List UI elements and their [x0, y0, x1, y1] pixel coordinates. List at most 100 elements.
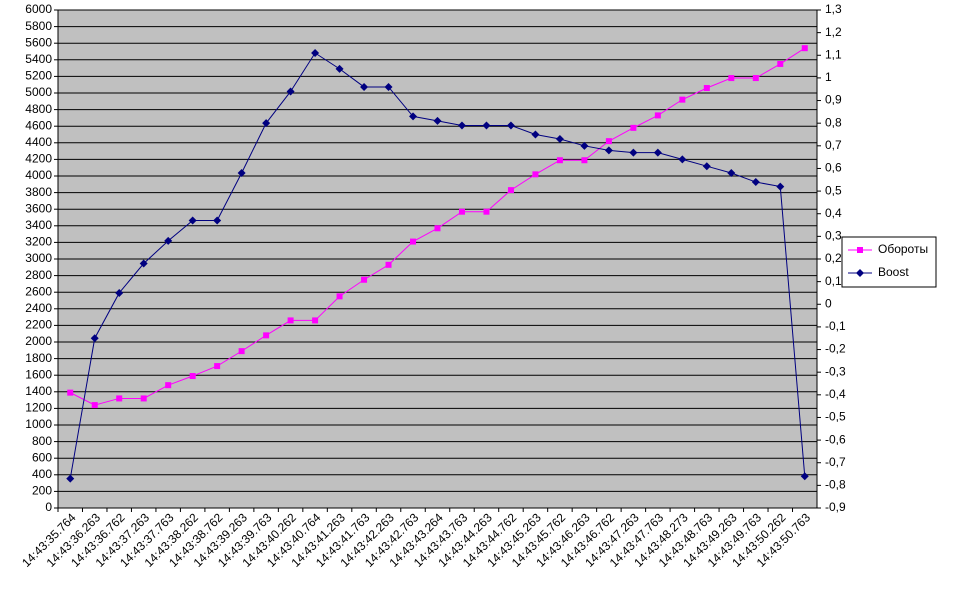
y2-tick-label: -0,7	[825, 455, 846, 469]
y-tick-label: 3000	[25, 251, 52, 265]
marker	[188, 216, 197, 225]
marker	[580, 141, 589, 150]
marker	[189, 373, 196, 380]
marker	[116, 395, 123, 402]
marker	[727, 168, 736, 177]
y-tick-label: 2200	[25, 318, 52, 332]
y-tick-label: 0	[45, 500, 52, 514]
marker	[262, 119, 271, 128]
y-tick-label: 5800	[25, 19, 52, 33]
y2-tick-label: 1,3	[825, 2, 842, 16]
y2-tick-label: 1,2	[825, 25, 842, 39]
y-tick-label: 1600	[25, 367, 52, 381]
y2-tick-label: -0,2	[825, 342, 846, 356]
y2-tick-label: -0,3	[825, 364, 846, 378]
marker	[629, 148, 638, 157]
marker	[91, 402, 98, 409]
y2-tick-label: 0,6	[825, 161, 842, 175]
y-tick-label: 5200	[25, 69, 52, 83]
y2-tick-label: -0,4	[825, 387, 846, 401]
y-tick-label: 4400	[25, 135, 52, 149]
y-tick-label: 2800	[25, 268, 52, 282]
marker	[679, 96, 686, 103]
marker	[140, 395, 147, 402]
marker	[555, 135, 564, 144]
marker	[532, 171, 539, 178]
y-tick-label: 800	[32, 434, 52, 448]
y-tick-label: 1800	[25, 351, 52, 365]
marker	[556, 157, 563, 164]
marker	[653, 148, 662, 157]
marker	[360, 82, 369, 91]
marker	[581, 157, 588, 164]
marker	[286, 87, 295, 96]
legend-box	[841, 236, 937, 288]
y-tick-label: 2400	[25, 301, 52, 315]
y-tick-label: 200	[32, 484, 52, 498]
y2-tick-label: 0,1	[825, 274, 842, 288]
legend-marker	[856, 269, 864, 277]
y-tick-label: 1000	[25, 417, 52, 431]
y2-tick-label: 0,4	[825, 206, 842, 220]
legend-label: Обороты	[878, 242, 928, 256]
y-tick-label: 3400	[25, 218, 52, 232]
y-tick-label: 2000	[25, 334, 52, 348]
marker	[604, 146, 613, 155]
y2-tick-label: -0,6	[825, 432, 846, 446]
marker	[800, 472, 809, 481]
marker	[90, 334, 99, 343]
y2-tick-label: -0,8	[825, 478, 846, 492]
y2-tick-label: 1,1	[825, 47, 842, 61]
marker	[238, 348, 245, 355]
y2-tick-label: 0,3	[825, 229, 842, 243]
y-tick-label: 4800	[25, 102, 52, 116]
marker	[336, 293, 343, 300]
y-tick-label: 4200	[25, 152, 52, 166]
marker	[67, 389, 74, 396]
y2-tick-label: 0,8	[825, 115, 842, 129]
marker	[213, 216, 222, 225]
y-tick-label: 3600	[25, 201, 52, 215]
legend-marker	[857, 247, 863, 253]
marker	[410, 238, 417, 245]
marker	[605, 138, 612, 145]
legend-label: Boost	[878, 265, 909, 279]
marker	[66, 474, 75, 483]
y-tick-label: 6000	[25, 2, 52, 16]
y2-tick-label: 0,2	[825, 251, 842, 265]
marker	[678, 155, 687, 164]
y2-tick-label: -0,1	[825, 319, 846, 333]
marker	[263, 332, 270, 339]
y-tick-label: 1400	[25, 384, 52, 398]
y-tick-label: 400	[32, 467, 52, 481]
y-tick-label: 1200	[25, 401, 52, 415]
marker	[139, 259, 148, 268]
marker	[312, 317, 319, 324]
y-tick-label: 4600	[25, 118, 52, 132]
marker	[531, 130, 540, 139]
marker	[385, 261, 392, 268]
marker	[702, 162, 711, 171]
y-tick-label: 4000	[25, 168, 52, 182]
marker	[776, 182, 785, 191]
marker	[434, 225, 441, 232]
marker	[287, 317, 294, 324]
y2-tick-label: 0	[825, 296, 832, 310]
y2-tick-label: 0,7	[825, 138, 842, 152]
marker	[703, 85, 710, 92]
marker	[361, 276, 368, 283]
marker	[654, 112, 661, 119]
marker	[752, 75, 759, 82]
marker	[777, 60, 784, 67]
marker	[630, 124, 637, 131]
marker	[164, 236, 173, 245]
marker	[214, 363, 221, 370]
marker	[482, 121, 491, 130]
y-tick-label: 3200	[25, 235, 52, 249]
y2-tick-label: 0,5	[825, 183, 842, 197]
y2-tick-label: -0,5	[825, 410, 846, 424]
y-tick-label: 2600	[25, 284, 52, 298]
marker	[384, 82, 393, 91]
marker	[311, 49, 320, 58]
